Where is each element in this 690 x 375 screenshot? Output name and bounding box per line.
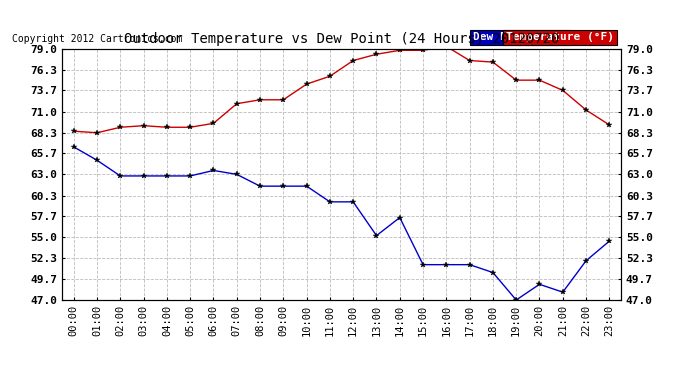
Text: Copyright 2012 Cartronics.com: Copyright 2012 Cartronics.com [12, 34, 182, 44]
Text: Temperature (°F): Temperature (°F) [506, 32, 613, 42]
Title: Outdoor Temperature vs Dew Point (24 Hours) 20120720: Outdoor Temperature vs Dew Point (24 Hou… [124, 32, 560, 46]
Text: Dew Point (°F): Dew Point (°F) [473, 32, 567, 42]
